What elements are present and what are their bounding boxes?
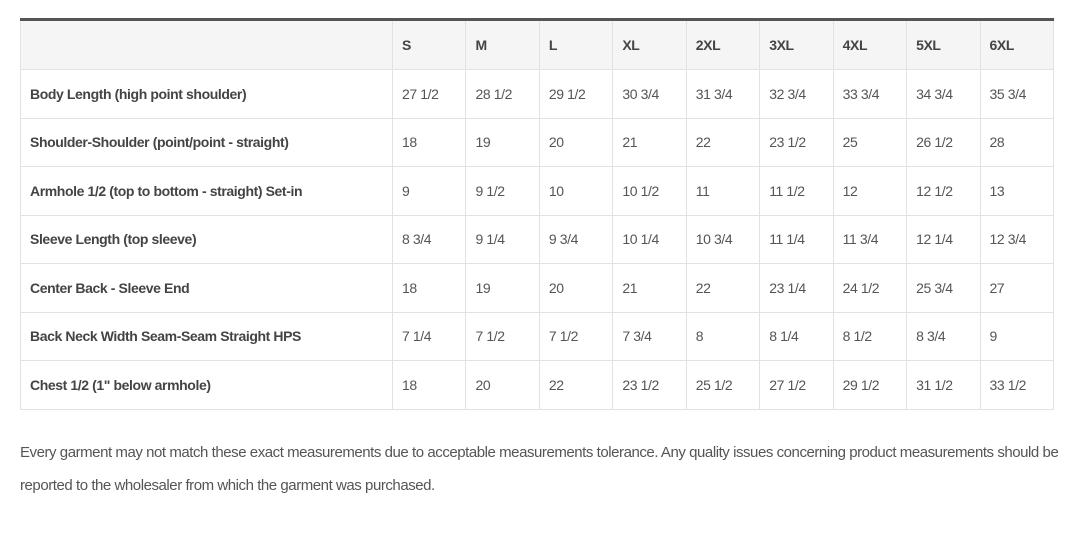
measurement-cell: 18 bbox=[391, 360, 467, 410]
measurement-cell: 31 1/2 bbox=[906, 360, 981, 410]
measurement-cell: 7 1/4 bbox=[391, 311, 467, 361]
measurement-cell: 26 1/2 bbox=[906, 117, 981, 167]
measurement-cell: 27 bbox=[979, 263, 1054, 313]
measurement-cell: 12 1/2 bbox=[906, 166, 981, 216]
measurement-cell: 11 bbox=[685, 166, 761, 216]
row-label: Sleeve Length (top sleeve) bbox=[20, 214, 393, 264]
measurement-cell: 32 3/4 bbox=[759, 69, 834, 119]
measurement-cell: 19 bbox=[465, 263, 540, 313]
measurement-cell: 11 3/4 bbox=[832, 214, 908, 264]
measurement-cell: 12 1/4 bbox=[906, 214, 981, 264]
table-row: Armhole 1/2 (top to bottom - straight) S… bbox=[20, 166, 1054, 216]
measurement-cell: 8 bbox=[685, 311, 761, 361]
measurement-cell: 9 bbox=[979, 311, 1054, 361]
measurement-cell: 9 1/4 bbox=[465, 214, 540, 264]
measurement-cell: 8 3/4 bbox=[391, 214, 467, 264]
header-cell-size: S bbox=[391, 19, 467, 70]
header-cell-size: XL bbox=[612, 19, 687, 70]
row-label: Chest 1/2 (1" below armhole) bbox=[20, 360, 393, 410]
measurement-cell: 20 bbox=[538, 117, 614, 167]
measurement-cell: 30 3/4 bbox=[612, 69, 687, 119]
header-cell-empty bbox=[20, 19, 393, 70]
measurement-cell: 24 1/2 bbox=[832, 263, 908, 313]
measurement-cell: 8 1/2 bbox=[832, 311, 908, 361]
measurement-cell: 12 3/4 bbox=[979, 214, 1054, 264]
header-cell-size: 5XL bbox=[906, 19, 981, 70]
measurement-cell: 22 bbox=[685, 263, 761, 313]
measurement-cell: 35 3/4 bbox=[979, 69, 1054, 119]
measurement-cell: 20 bbox=[465, 360, 540, 410]
row-label: Armhole 1/2 (top to bottom - straight) S… bbox=[20, 166, 393, 216]
measurement-cell: 20 bbox=[538, 263, 614, 313]
measurement-cell: 31 3/4 bbox=[685, 69, 761, 119]
table-row: Center Back - Sleeve End 18 19 20 21 22 23 1/4… bbox=[20, 263, 1054, 313]
measurement-cell: 10 1/4 bbox=[612, 214, 687, 264]
measurement-cell: 23 1/4 bbox=[759, 263, 834, 313]
header-cell-size: 3XL bbox=[759, 19, 834, 70]
header-cell-size: 4XL bbox=[832, 19, 908, 70]
measurement-cell: 33 1/2 bbox=[979, 360, 1054, 410]
measurement-cell: 25 3/4 bbox=[906, 263, 981, 313]
measurement-cell: 7 3/4 bbox=[612, 311, 687, 361]
measurement-cell: 28 1/2 bbox=[465, 69, 540, 119]
measurement-cell: 22 bbox=[685, 117, 761, 167]
table-row: Sleeve Length (top sleeve) 8 3/4 9 1/4 9 3/… bbox=[20, 214, 1054, 264]
measurement-cell: 29 1/2 bbox=[538, 69, 614, 119]
measurement-cell: 21 bbox=[612, 117, 687, 167]
measurement-cell: 22 bbox=[538, 360, 614, 410]
measurement-cell: 27 1/2 bbox=[391, 69, 467, 119]
measurement-cell: 28 bbox=[979, 117, 1054, 167]
measurement-cell: 12 bbox=[832, 166, 908, 216]
measurement-cell: 19 bbox=[465, 117, 540, 167]
measurement-cell: 9 bbox=[391, 166, 467, 216]
header-cell-size: L bbox=[538, 19, 614, 70]
measurement-cell: 9 1/2 bbox=[465, 166, 540, 216]
measurement-cell: 11 1/4 bbox=[759, 214, 834, 264]
measurement-cell: 8 1/4 bbox=[759, 311, 834, 361]
row-label: Body Length (high point shoulder) bbox=[20, 69, 393, 119]
measurement-cell: 9 3/4 bbox=[538, 214, 614, 264]
measurement-cell: 27 1/2 bbox=[759, 360, 834, 410]
measurement-cell: 8 3/4 bbox=[906, 311, 981, 361]
measurement-cell: 34 3/4 bbox=[906, 69, 981, 119]
row-label: Back Neck Width Seam-Seam Straight HPS bbox=[20, 311, 393, 361]
measurement-cell: 23 1/2 bbox=[759, 117, 834, 167]
table-row: Body Length (high point shoulder) 27 1/2 2… bbox=[20, 69, 1054, 119]
size-chart-table: S M L XL 2XL 3XL 4XL 5XL 6XL Body Length (high p… bbox=[20, 18, 1054, 410]
table-row: Shoulder-Shoulder (point/point - straigh… bbox=[20, 117, 1054, 167]
header-cell-size: 2XL bbox=[685, 19, 761, 70]
header-cell-size: M bbox=[465, 19, 540, 70]
table-row: Back Neck Width Seam-Seam Straight HPS 7 … bbox=[20, 311, 1054, 361]
header-cell-size: 6XL bbox=[979, 19, 1054, 70]
measurement-cell: 25 bbox=[832, 117, 908, 167]
measurement-cell: 7 1/2 bbox=[465, 311, 540, 361]
measurement-cell: 18 bbox=[391, 117, 467, 167]
measurement-cell: 25 1/2 bbox=[685, 360, 761, 410]
measurement-cell: 7 1/2 bbox=[538, 311, 614, 361]
measurement-cell: 13 bbox=[979, 166, 1054, 216]
measurement-cell: 11 1/2 bbox=[759, 166, 834, 216]
measurement-disclaimer: Every garment may not match these exact … bbox=[20, 444, 1059, 494]
row-label: Shoulder-Shoulder (point/point - straigh… bbox=[20, 117, 393, 167]
measurement-cell: 18 bbox=[391, 263, 467, 313]
measurement-cell: 29 1/2 bbox=[832, 360, 908, 410]
measurement-cell: 10 3/4 bbox=[685, 214, 761, 264]
measurement-cell: 21 bbox=[612, 263, 687, 313]
table-row: Chest 1/2 (1" below armhole) 18 20 22 23 1/2… bbox=[20, 360, 1054, 410]
measurement-cell: 23 1/2 bbox=[612, 360, 687, 410]
row-label: Center Back - Sleeve End bbox=[20, 263, 393, 313]
measurement-cell: 33 3/4 bbox=[832, 69, 908, 119]
measurement-cell: 10 bbox=[538, 166, 614, 216]
header-row: S M L XL 2XL 3XL 4XL 5XL 6XL bbox=[20, 19, 1054, 70]
measurement-cell: 10 1/2 bbox=[612, 166, 687, 216]
